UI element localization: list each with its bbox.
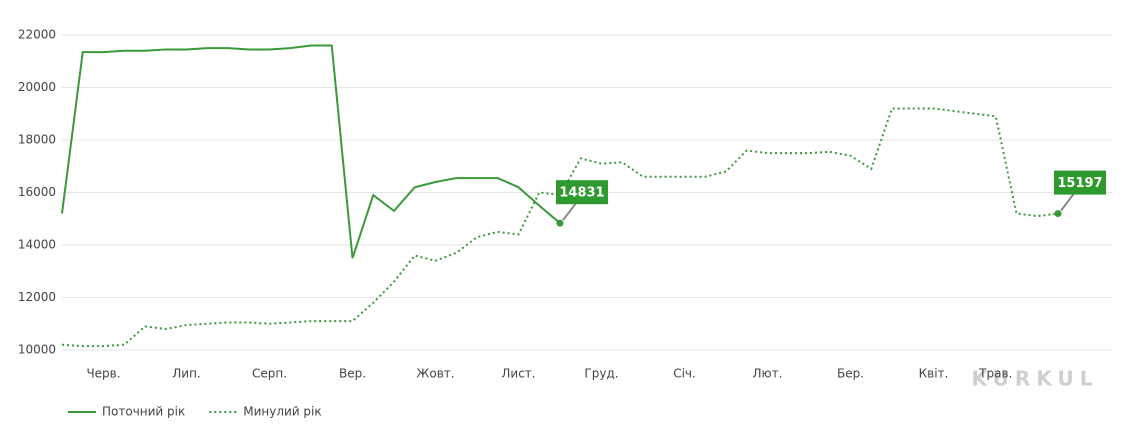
annotation-label: 15197	[1057, 176, 1102, 191]
x-tick-label: Вер.	[339, 367, 366, 381]
legend-label: Поточний рік	[102, 405, 185, 419]
y-tick-label: 12000	[18, 290, 56, 304]
x-tick-label: Лют.	[753, 367, 783, 381]
x-tick-label: Черв.	[86, 367, 120, 381]
x-tick-label: Серп.	[252, 367, 287, 381]
watermark: KURKUL	[972, 367, 1099, 391]
x-tick-label: Бер.	[837, 367, 864, 381]
end-point	[556, 219, 564, 227]
series-line	[61, 107, 1059, 348]
y-tick-label: 14000	[18, 238, 56, 252]
annotation-label: 14831	[559, 186, 604, 201]
x-tick-label: Груд.	[584, 367, 618, 381]
end-point	[1054, 210, 1062, 218]
x-tick-label: Квіт.	[919, 367, 949, 381]
x-tick-label: Січ.	[673, 367, 696, 381]
x-tick-label: Трав.	[978, 367, 1012, 381]
annotation-box	[556, 180, 608, 205]
annotation-arrow	[562, 202, 577, 221]
annotation-box	[1054, 170, 1106, 195]
x-tick-label: Лист.	[501, 367, 535, 381]
y-tick-label: 18000	[18, 133, 56, 147]
y-tick-label: 20000	[18, 80, 56, 94]
legend-label: Минулий рік	[243, 405, 321, 419]
series-line	[61, 44, 561, 259]
y-tick-label: 16000	[18, 185, 56, 199]
annotation-arrow	[1060, 192, 1075, 212]
x-tick-label: Лип.	[172, 367, 200, 381]
y-tick-label: 10000	[18, 343, 56, 357]
x-tick-label: Жовт.	[416, 367, 454, 381]
y-tick-label: 22000	[18, 28, 56, 42]
